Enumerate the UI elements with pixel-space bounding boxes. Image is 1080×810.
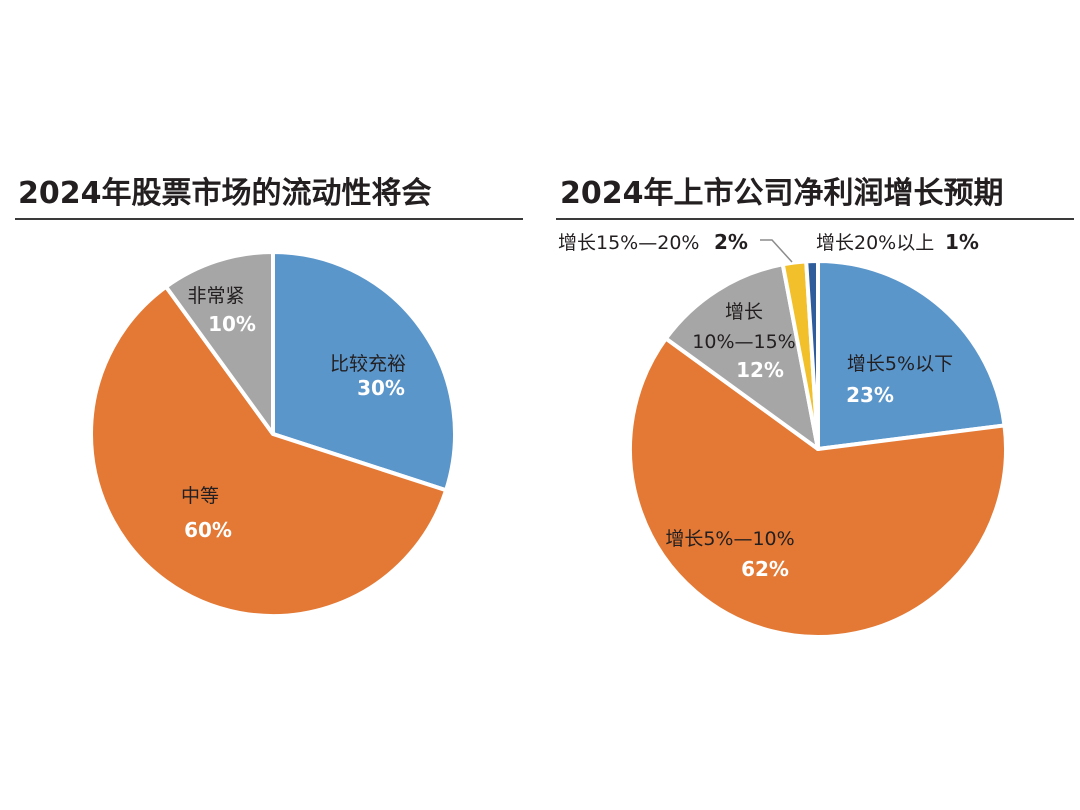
liquidity-labels: 比较充裕 30% 中等 60% 非常紧 10% <box>181 285 406 542</box>
right-title-rule <box>556 218 1074 220</box>
slice-label-over20: 增长20%以上 <box>816 232 934 254</box>
profit-growth-slice-4 <box>804 258 820 451</box>
slice-label-10to15-line1: 增长 <box>725 301 763 323</box>
profit-growth-slice-2 <box>663 262 820 451</box>
slice-value-medium: 60% <box>184 518 232 542</box>
profit-growth-slice-1 <box>628 336 1008 639</box>
liquidity-slice-2 <box>164 250 275 436</box>
liquidity-slice-1 <box>89 284 449 618</box>
slice-value-over20: 1% <box>945 230 979 254</box>
slice-label-5to10: 增长5%—10% <box>665 528 794 550</box>
slice-label-medium: 中等 <box>181 485 219 507</box>
slice-value-15to20: 2% <box>714 230 748 254</box>
slice-value-10to15: 12% <box>736 358 784 382</box>
left-title-rule <box>15 218 523 220</box>
slice-label-10to15-line2: 10%—15% <box>692 331 795 353</box>
left-chart-title: 2024年股票市场的流动性将会 <box>18 176 432 211</box>
right-chart-title: 2024年上市公司净利润增长预期 <box>560 176 1004 211</box>
profit-growth-pie <box>628 258 1008 639</box>
liquidity-slice-0 <box>271 250 457 493</box>
slice-label-ample: 比较充裕 <box>330 353 406 375</box>
profit-growth-slice-0 <box>816 259 1007 451</box>
liquidity-pie <box>89 250 457 618</box>
profit-growth-labels: 增长5%以下 23% 增长5%—10% 62% 增长 10%—15% 12% 增… <box>558 230 979 581</box>
slice-value-ample: 30% <box>357 376 405 400</box>
slice-label-under5: 增长5%以下 <box>847 353 953 375</box>
slice-value-5to10: 62% <box>741 557 789 581</box>
slice-label-tight: 非常紧 <box>187 285 244 307</box>
slice-value-tight: 10% <box>208 312 256 336</box>
slice-label-15to20: 增长15%—20% <box>558 232 699 254</box>
slice-value-under5: 23% <box>846 383 894 407</box>
leader-line-15to20 <box>760 239 793 263</box>
